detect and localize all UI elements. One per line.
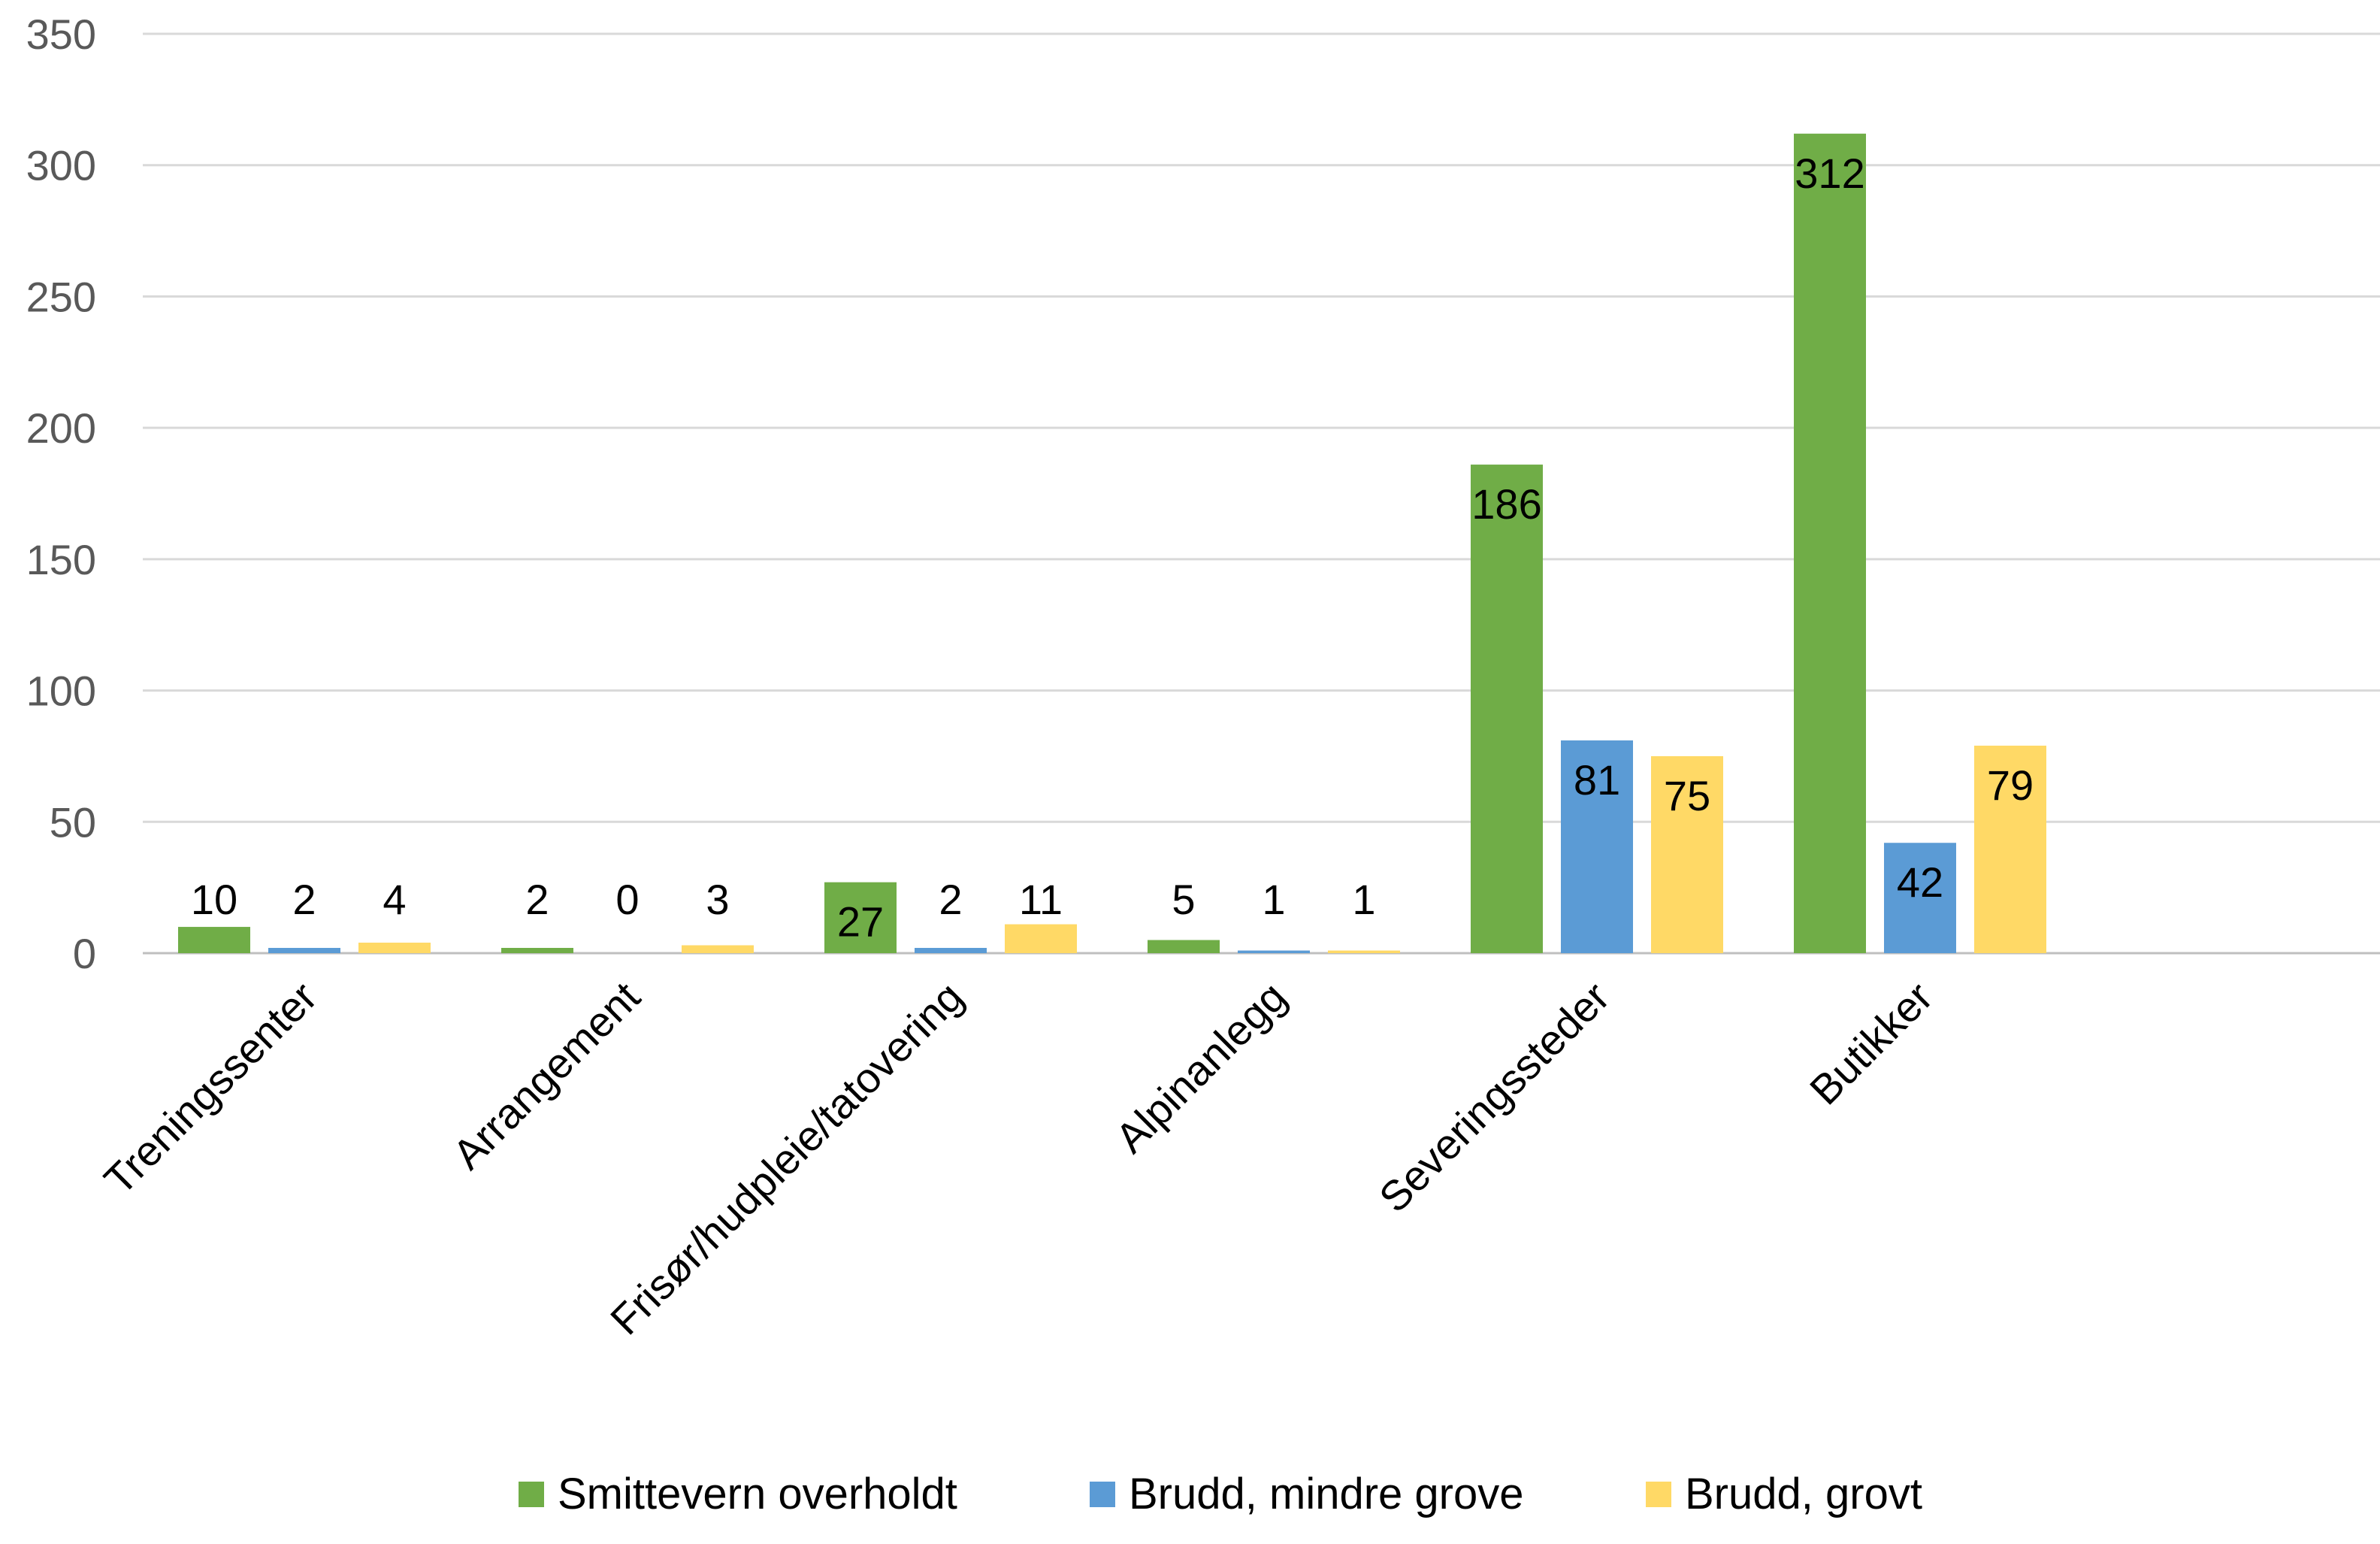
legend-swatch [519,1482,544,1507]
data-label: 0 [615,876,639,923]
x-tick-label: Frisør/hudpleie/tatovering [601,973,972,1344]
data-label: 3 [706,876,729,923]
data-label: 81 [1574,756,1620,804]
bar [824,882,897,953]
legend: Smittevern overholdt Brudd, mindre grove B… [519,1470,1922,1518]
data-label: 10 [191,876,237,923]
data-label: 1 [1352,876,1375,923]
bars [178,133,2046,954]
bar [1651,755,1723,953]
y-tick-label: 250 [26,273,96,320]
data-label: 312 [1795,150,1864,197]
y-tick-label: 300 [26,142,96,189]
legend-swatch [1090,1482,1115,1507]
bar [915,948,987,953]
bar [1148,940,1220,953]
bar [1561,740,1633,953]
legend-label: Brudd, mindre grove [1129,1470,1523,1518]
legend-label: Smittevern overholdt [558,1470,957,1518]
x-tick-label: Arrangement [443,973,649,1179]
data-label: 2 [525,876,549,923]
y-axis-ticks: 0 50 100 150 200 250 300 350 [26,11,96,977]
bar [1794,133,1866,954]
bar [1884,843,1956,953]
legend-swatch [1646,1482,1671,1507]
x-axis-ticks: Treningssenter ArrangementFrisør/hudpleie… [95,973,1941,1344]
data-label: 1 [1262,876,1285,923]
x-tick-label: Butikker [1801,973,1942,1114]
y-tick-label: 100 [26,668,96,715]
bar [1974,745,2046,953]
data-label: 2 [939,876,962,923]
data-label: 42 [1897,858,1943,906]
bar [1005,924,1077,953]
y-tick-label: 50 [50,798,96,846]
data-label: 75 [1664,772,1710,819]
legend-label: Brudd, grovt [1685,1470,1922,1518]
bar [268,948,340,953]
x-tick-label: Treningssenter [95,973,325,1203]
y-tick-label: 150 [26,536,96,583]
y-tick-label: 200 [26,404,96,452]
bar [1471,465,1543,953]
data-label: 79 [1987,761,2034,809]
data-label: 11 [1019,876,1063,923]
gridlines [143,32,2380,955]
data-label: 5 [1172,876,1195,923]
bar [682,945,754,953]
data-label: 27 [837,898,884,946]
data-label: 186 [1471,480,1541,528]
data-label: 4 [383,876,406,923]
bar [501,948,573,953]
bar [358,943,431,953]
y-tick-label: 0 [73,930,96,977]
bar [1238,950,1310,953]
x-tick-label: Severingssteder [1370,973,1619,1222]
bar [178,927,250,953]
data-label: 2 [292,876,316,923]
x-tick-label: Alpinanlegg [1106,973,1296,1162]
y-tick-label: 350 [26,11,96,58]
bar [1328,950,1400,953]
